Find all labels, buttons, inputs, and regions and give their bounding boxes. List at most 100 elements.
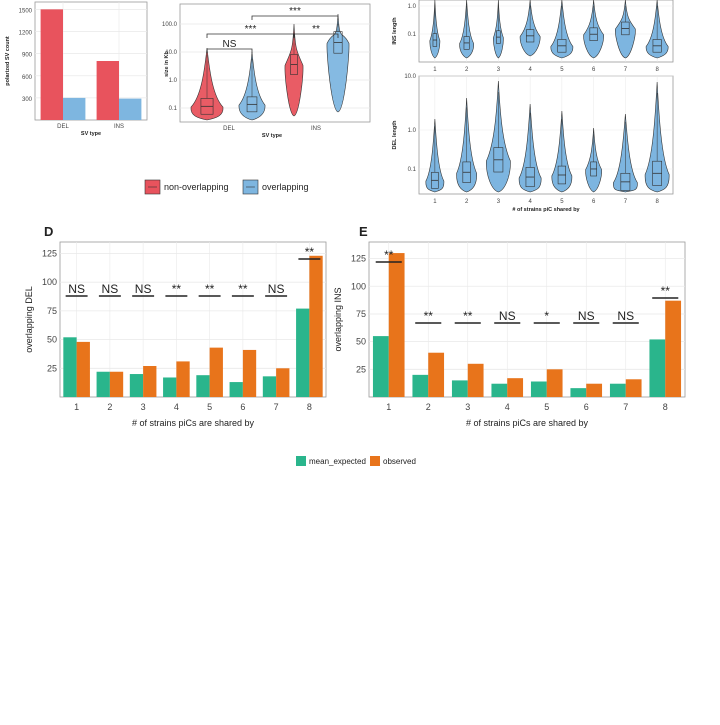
y-tick-label: 50 <box>356 337 366 347</box>
y-axis-title: DEL length <box>392 120 398 150</box>
significance-label: NS <box>135 282 152 296</box>
bar-mean-expected-8 <box>649 339 666 397</box>
x-tick-label: 3 <box>497 199 501 205</box>
x-tick-label: 7 <box>624 199 628 205</box>
x-axis-title: # of strains piCs are shared by <box>466 418 589 428</box>
significance-label: *** <box>245 24 257 35</box>
y-tick-label: 100 <box>351 281 366 291</box>
x-tick-label: INS <box>114 124 124 130</box>
x-tick-label: 6 <box>240 402 245 412</box>
bar-observed-8 <box>665 300 682 397</box>
bar-mean-expected-5 <box>530 381 547 397</box>
significance-bracket <box>293 33 339 38</box>
y-tick-label: 25 <box>47 363 57 373</box>
significance-bracket <box>251 15 339 20</box>
legend-ab: non-overlapping overlapping <box>144 179 309 195</box>
legend-de: mean_expected observed <box>296 456 416 466</box>
x-tick-label: 7 <box>624 67 628 73</box>
bar-observed-7 <box>276 368 290 397</box>
significance-label: NS <box>102 282 119 296</box>
x-tick-label: 5 <box>560 199 564 205</box>
y-tick-label: 300 <box>22 97 33 103</box>
significance-label: NS <box>578 309 595 323</box>
x-axis-title: SV type <box>81 131 101 137</box>
bar-observed-6 <box>586 383 603 397</box>
legend-label: mean_expected <box>309 457 366 466</box>
bar-overlapping-ins <box>119 98 142 120</box>
significance-label: * <box>544 309 549 323</box>
y-axis-title: polarized SV count <box>5 36 11 86</box>
bar-observed-6 <box>242 349 257 397</box>
panel-d-wrapper: D <box>44 224 53 239</box>
y-tick-label: 1.0 <box>169 78 178 84</box>
x-tick-label: 5 <box>544 402 549 412</box>
panel-c-top: 0.1 1.0 1 2 3 4 5 6 7 8 INS length <box>392 0 674 73</box>
bar-observed-8 <box>309 255 323 397</box>
bar-mean-expected-6 <box>229 382 243 397</box>
y-tick-label: 125 <box>42 248 57 258</box>
panel-e-wrapper: E <box>359 224 368 239</box>
x-tick-label: 5 <box>207 402 212 412</box>
plot-frame <box>368 241 686 398</box>
legend-label: overlapping <box>262 182 309 192</box>
y-axis-title: overlapping DEL <box>24 286 34 353</box>
bar-mean-expected-2 <box>412 374 429 397</box>
panel-letter-d: D <box>44 224 53 239</box>
legend-swatch <box>296 456 306 466</box>
bar-mean-expected-7 <box>262 376 277 397</box>
x-tick-label: 7 <box>274 402 279 412</box>
x-tick-label: 8 <box>655 67 659 73</box>
significance-label: ** <box>312 24 320 35</box>
bar-observed-5 <box>209 347 223 397</box>
x-tick-label: 6 <box>584 402 589 412</box>
x-tick-label: 6 <box>592 67 596 73</box>
x-tick-label: 8 <box>655 199 659 205</box>
bar-observed-1 <box>76 341 90 397</box>
x-tick-label: 3 <box>141 402 146 412</box>
x-tick-label: 2 <box>426 402 431 412</box>
legend-item: non-overlapping <box>144 179 229 195</box>
x-tick-label: 4 <box>505 402 510 412</box>
violin-7 <box>615 0 636 59</box>
legend-swatch <box>370 456 380 466</box>
significance-label: ** <box>205 282 215 296</box>
x-tick-label: 2 <box>465 199 469 205</box>
x-axis-title: # of strains piCs are shared by <box>132 418 255 428</box>
bar-mean-expected-1 <box>372 336 389 397</box>
y-tick-label: 100 <box>42 277 57 287</box>
significance-label: ** <box>238 282 248 296</box>
bar-observed-4 <box>507 378 524 397</box>
legend-item: overlapping <box>242 179 309 195</box>
legend-item: mean_expected <box>296 456 366 466</box>
significance-label: ** <box>384 248 394 262</box>
legend-label: observed <box>383 457 416 466</box>
y-tick-label: 0.1 <box>408 32 417 38</box>
x-tick-label: 6 <box>592 199 596 205</box>
y-tick-label: 50 <box>47 335 57 345</box>
significance-label: ** <box>661 284 671 298</box>
bar-non-overlapping-ins <box>96 61 119 120</box>
x-tick-label: 1 <box>386 402 391 412</box>
x-tick-label: 5 <box>560 67 564 73</box>
legend-item: observed <box>370 456 416 466</box>
bar-observed-7 <box>625 379 642 397</box>
bar-mean-expected-8 <box>296 308 310 397</box>
bar-mean-expected-6 <box>570 388 587 397</box>
x-tick-label: 3 <box>497 67 501 73</box>
y-tick-label: 0.1 <box>408 167 417 173</box>
significance-label: NS <box>617 309 634 323</box>
y-tick-label: 100.0 <box>162 22 178 28</box>
y-tick-label: 75 <box>356 309 366 319</box>
x-axis-title: SV type <box>262 133 282 139</box>
y-tick-label: 600 <box>22 75 33 81</box>
y-tick-label: 10.0 <box>165 50 177 56</box>
bar-observed-3 <box>143 366 157 397</box>
bar-non-overlapping-del <box>40 9 63 120</box>
significance-label: NS <box>223 39 237 50</box>
significance-label: NS <box>499 309 516 323</box>
bar-mean-expected-7 <box>609 383 626 397</box>
y-tick-label: 25 <box>356 364 366 374</box>
x-tick-label: 7 <box>623 402 628 412</box>
